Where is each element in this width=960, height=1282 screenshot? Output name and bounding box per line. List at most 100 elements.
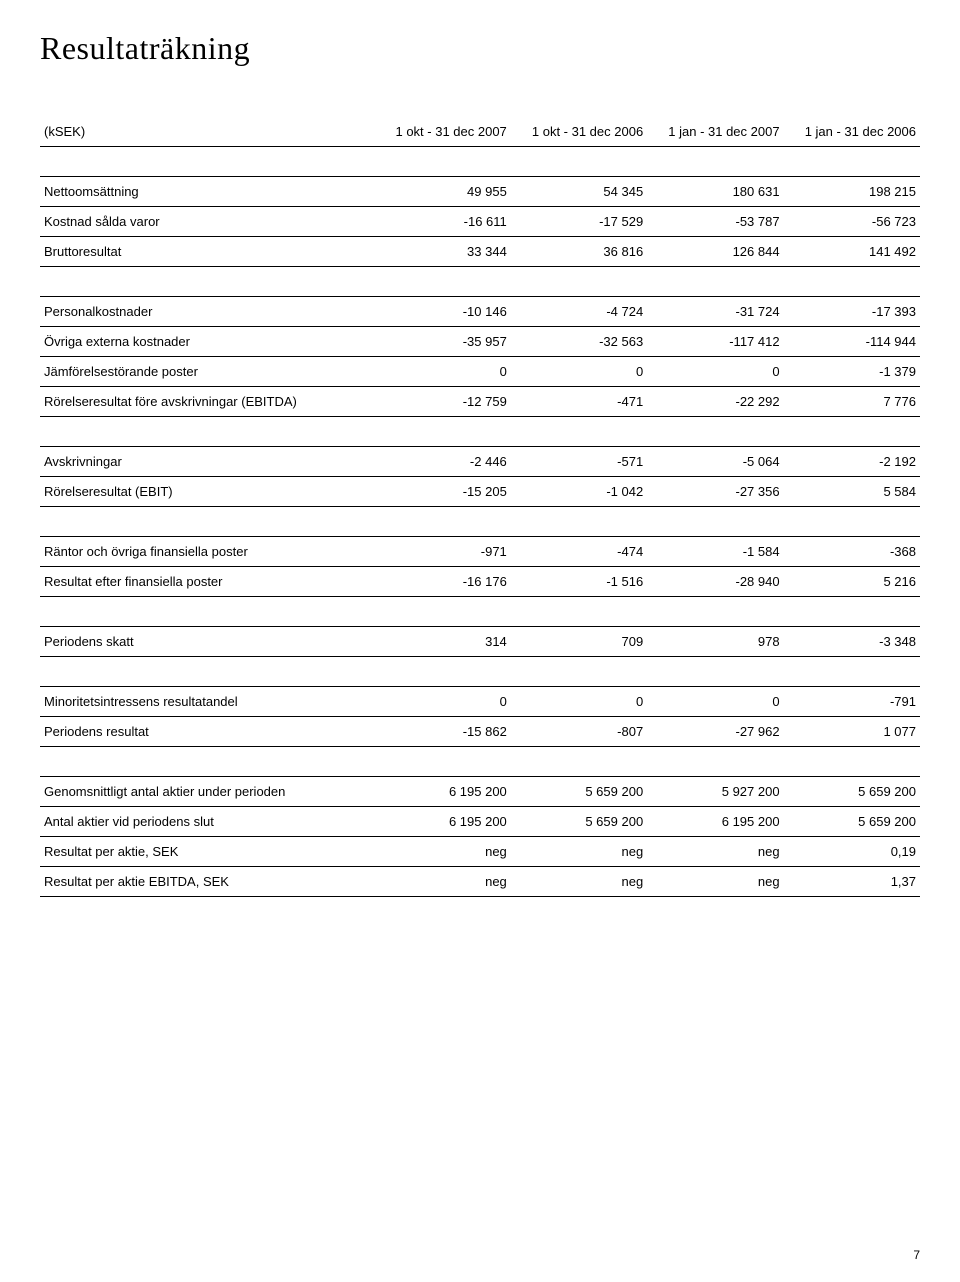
row-value: -1 516	[511, 567, 647, 597]
row-value: 0	[374, 687, 510, 717]
row-value: -571	[511, 447, 647, 477]
row-label: Nettoomsättning	[40, 177, 374, 207]
subtotal-row: Periodens resultat-15 862-807-27 9621 07…	[40, 717, 920, 747]
row-value: 5 659 200	[784, 807, 920, 837]
row-value: 198 215	[784, 177, 920, 207]
row-label: Rörelseresultat före avskrivningar (EBIT…	[40, 387, 374, 417]
row-value: 126 844	[647, 237, 783, 267]
table-row: Övriga externa kostnader-35 957-32 563-1…	[40, 327, 920, 357]
section-gap	[40, 417, 920, 447]
subtotal-row: Periodens skatt314709978-3 348	[40, 627, 920, 657]
row-label: Rörelseresultat (EBIT)	[40, 477, 374, 507]
row-value: 6 195 200	[374, 807, 510, 837]
subtotal-row: Resultat per aktie EBITDA, SEKnegnegneg1…	[40, 867, 920, 897]
row-value: 0	[511, 357, 647, 387]
row-value: -2 192	[784, 447, 920, 477]
table-row: Minoritetsintressens resultatandel000-79…	[40, 687, 920, 717]
row-value: -15 205	[374, 477, 510, 507]
table-row: Jämförelsestörande poster000-1 379	[40, 357, 920, 387]
row-label: Periodens skatt	[40, 627, 374, 657]
row-value: 5 584	[784, 477, 920, 507]
row-value: 709	[511, 627, 647, 657]
row-value: 5 659 200	[511, 807, 647, 837]
row-value: neg	[511, 867, 647, 897]
row-label: Antal aktier vid periodens slut	[40, 807, 374, 837]
row-value: 1 okt - 31 dec 2006	[511, 117, 647, 147]
row-value: 5 659 200	[784, 777, 920, 807]
row-value: 0	[647, 357, 783, 387]
row-value: 1 077	[784, 717, 920, 747]
row-label: Personalkostnader	[40, 297, 374, 327]
subtotal-row: Rörelseresultat (EBIT)-15 205-1 042-27 3…	[40, 477, 920, 507]
table-row: Räntor och övriga finansiella poster-971…	[40, 537, 920, 567]
row-value: 0,19	[784, 837, 920, 867]
row-value: -1 584	[647, 537, 783, 567]
row-value: 0	[647, 687, 783, 717]
row-value: -16 611	[374, 207, 510, 237]
row-value: -807	[511, 717, 647, 747]
row-value: -35 957	[374, 327, 510, 357]
row-value: -10 146	[374, 297, 510, 327]
row-value: neg	[374, 837, 510, 867]
section-gap	[40, 657, 920, 687]
row-value: -368	[784, 537, 920, 567]
row-value: -791	[784, 687, 920, 717]
row-value: -53 787	[647, 207, 783, 237]
row-label: Bruttoresultat	[40, 237, 374, 267]
row-value: neg	[647, 837, 783, 867]
section-gap	[40, 267, 920, 297]
row-label: Resultat per aktie, SEK	[40, 837, 374, 867]
row-value: -474	[511, 537, 647, 567]
row-value: 33 344	[374, 237, 510, 267]
row-label: Minoritetsintressens resultatandel	[40, 687, 374, 717]
row-label: (kSEK)	[40, 117, 374, 147]
row-value: -3 348	[784, 627, 920, 657]
row-value: 54 345	[511, 177, 647, 207]
section-gap	[40, 747, 920, 777]
row-value: 5 659 200	[511, 777, 647, 807]
row-label: Räntor och övriga finansiella poster	[40, 537, 374, 567]
table-header: (kSEK)1 okt - 31 dec 20071 okt - 31 dec …	[40, 117, 920, 147]
row-value: -114 944	[784, 327, 920, 357]
row-value: 5 216	[784, 567, 920, 597]
row-label: Resultat efter finansiella poster	[40, 567, 374, 597]
table-row: Kostnad sålda varor-16 611-17 529-53 787…	[40, 207, 920, 237]
row-value: -117 412	[647, 327, 783, 357]
row-value: 978	[647, 627, 783, 657]
row-label: Kostnad sålda varor	[40, 207, 374, 237]
row-value: -28 940	[647, 567, 783, 597]
row-value: neg	[374, 867, 510, 897]
row-value: 1 jan - 31 dec 2007	[647, 117, 783, 147]
row-value: 1,37	[784, 867, 920, 897]
subtotal-row: Resultat efter finansiella poster-16 176…	[40, 567, 920, 597]
row-value: 7 776	[784, 387, 920, 417]
row-value: -12 759	[374, 387, 510, 417]
row-value: -1 042	[511, 477, 647, 507]
section-gap	[40, 147, 920, 177]
row-value: -471	[511, 387, 647, 417]
table-row: Resultat per aktie, SEKnegnegneg0,19	[40, 837, 920, 867]
row-label: Övriga externa kostnader	[40, 327, 374, 357]
section-gap	[40, 597, 920, 627]
row-value: -2 446	[374, 447, 510, 477]
row-label: Avskrivningar	[40, 447, 374, 477]
subtotal-row: Bruttoresultat33 34436 816126 844141 492	[40, 237, 920, 267]
row-label: Jämförelsestörande poster	[40, 357, 374, 387]
row-value: -22 292	[647, 387, 783, 417]
row-value: 0	[511, 687, 647, 717]
row-value: 5 927 200	[647, 777, 783, 807]
row-value: -17 393	[784, 297, 920, 327]
table-row: Genomsnittligt antal aktier under period…	[40, 777, 920, 807]
row-label: Resultat per aktie EBITDA, SEK	[40, 867, 374, 897]
row-label: Genomsnittligt antal aktier under period…	[40, 777, 374, 807]
section-gap	[40, 507, 920, 537]
table-row: Antal aktier vid periodens slut6 195 200…	[40, 807, 920, 837]
row-value: 314	[374, 627, 510, 657]
row-value: -5 064	[647, 447, 783, 477]
row-label: Periodens resultat	[40, 717, 374, 747]
row-value: -27 962	[647, 717, 783, 747]
row-value: 180 631	[647, 177, 783, 207]
row-value: 6 195 200	[647, 807, 783, 837]
row-value: neg	[511, 837, 647, 867]
row-value: -31 724	[647, 297, 783, 327]
